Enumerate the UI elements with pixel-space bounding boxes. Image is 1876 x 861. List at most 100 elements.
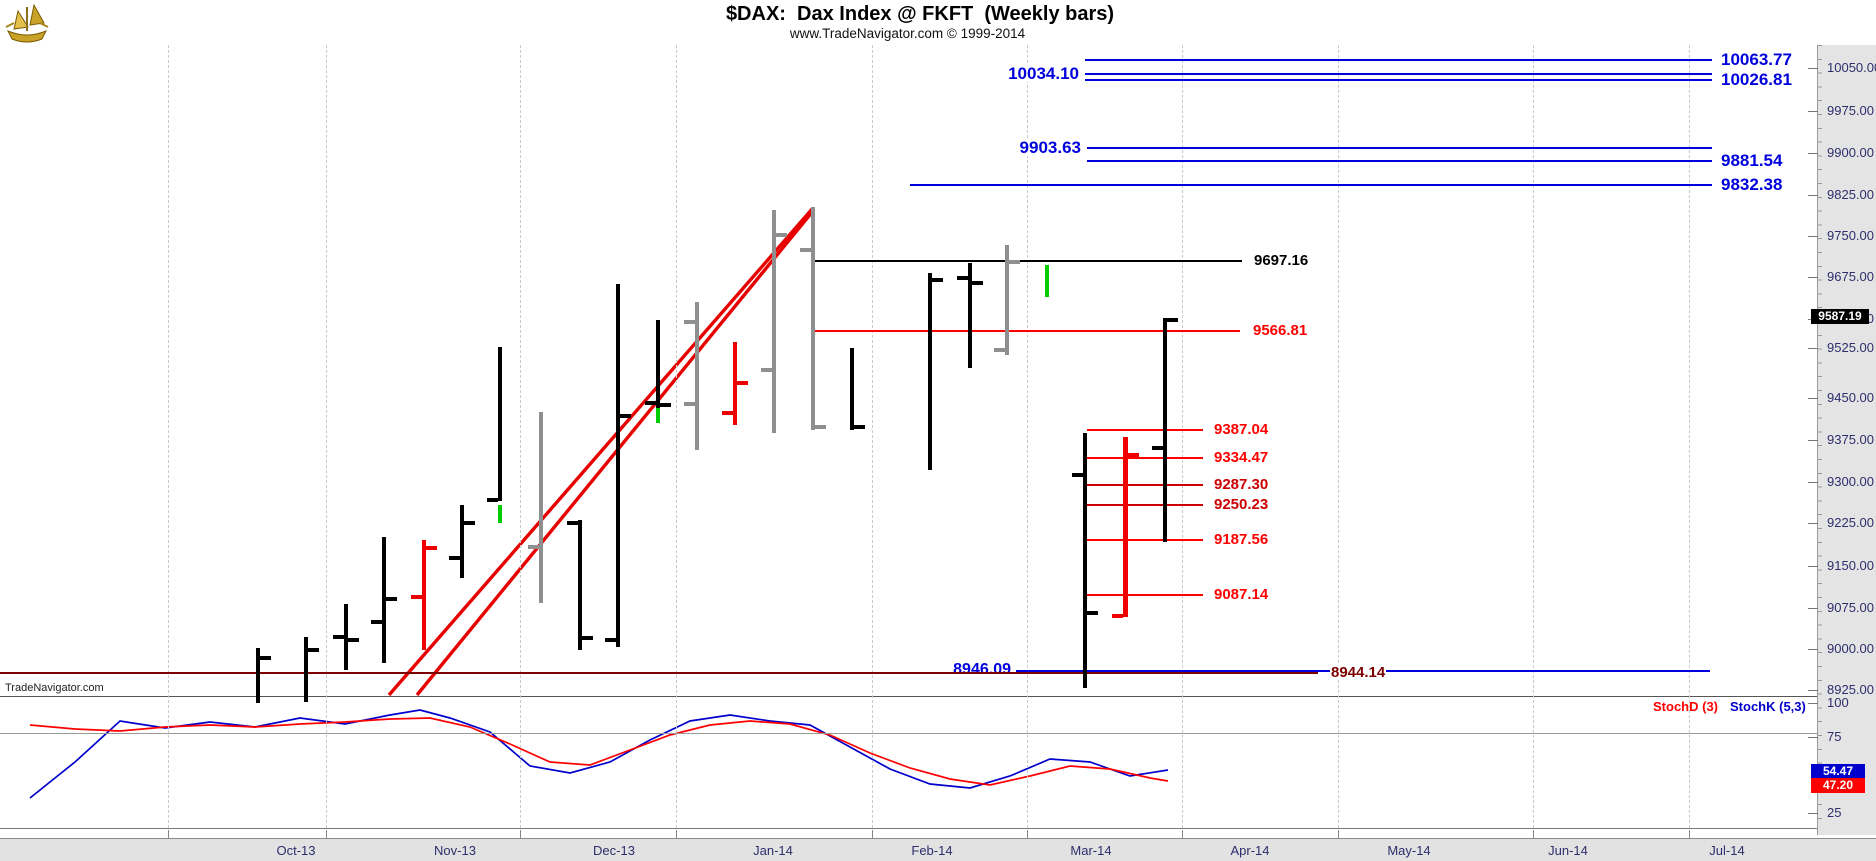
price-level-line: [1087, 484, 1203, 486]
date-axis-label: Mar-14: [1070, 843, 1112, 858]
date-axis-tick: [1182, 830, 1183, 838]
price-axis-label: 9975.00: [1827, 103, 1874, 118]
bar-open-tick: [411, 595, 422, 599]
date-axis-label: Jun-14: [1548, 843, 1588, 858]
bar-open-tick: [1072, 473, 1083, 477]
bar-close-tick: [1167, 318, 1178, 322]
stoch-value-badge: 54.47: [1811, 764, 1865, 779]
bar-close-tick: [582, 636, 593, 640]
bar-open-tick: [645, 401, 656, 405]
stoch-axis-label: 75: [1827, 729, 1842, 744]
price-bar: [811, 207, 815, 430]
stoch-level-75-line: [0, 733, 1817, 734]
price-axis-tick: [1808, 68, 1818, 69]
date-axis-label: Oct-13: [276, 843, 316, 858]
price-axis-label: 9750.00: [1827, 228, 1874, 243]
bar-open-tick: [684, 402, 695, 406]
price-bar: [1163, 318, 1167, 542]
price-bar: [733, 342, 737, 425]
price-axis-label: 9900.00: [1827, 145, 1874, 160]
stoch-k-line: [29, 709, 1169, 799]
price-axis-tick: [1808, 523, 1818, 524]
date-axis-tick: [872, 830, 873, 838]
price-bar: [616, 284, 620, 647]
price-bar: [498, 347, 502, 501]
date-axis-label: May-14: [1387, 843, 1431, 858]
price-level-line: [0, 672, 1318, 674]
price-level-line: [1087, 429, 1203, 431]
price-bar: [1045, 265, 1049, 297]
month-gridline: [1182, 45, 1183, 828]
date-axis-tick: [1533, 830, 1534, 838]
date-axis-label: Dec-13: [593, 843, 635, 858]
price-axis-label: 9450.00: [1827, 390, 1874, 405]
price-axis-tick: [1808, 277, 1818, 278]
price-bar: [578, 520, 582, 650]
bar-open-tick: [957, 276, 968, 280]
price-level-line: [910, 184, 1712, 186]
price-level-label: 10063.77: [1720, 50, 1793, 69]
chart-title: $DAX: Dax Index @ FKFT (Weekly bars): [725, 3, 1115, 25]
bar-close-tick: [815, 425, 826, 429]
bar-close-tick: [1009, 260, 1020, 264]
bar-open-tick: [528, 545, 539, 549]
red-trendline[interactable]: [415, 209, 815, 697]
price-axis-tick: [1808, 566, 1818, 567]
stoch-axis-label: 25: [1827, 805, 1842, 820]
price-level-line: [813, 260, 1242, 262]
bar-open-tick: [722, 411, 733, 415]
price-level-line: [1085, 79, 1712, 81]
price-bar: [422, 540, 426, 650]
price-axis-label: 9225.00: [1827, 515, 1874, 530]
date-axis-label: Feb-14: [911, 843, 953, 858]
bar-close-tick: [464, 521, 475, 525]
price-level-line: [1087, 147, 1712, 149]
price-level-label: 9566.81: [1252, 322, 1309, 339]
bar-open-tick: [449, 556, 460, 560]
price-level-line: [1087, 160, 1712, 162]
date-axis-label: Apr-14: [1230, 843, 1270, 858]
bar-open-tick: [1112, 614, 1123, 618]
price-bar: [968, 263, 972, 368]
date-axis-tick: [1338, 830, 1339, 838]
price-bar: [304, 637, 308, 702]
price-level-line: [1087, 457, 1203, 459]
month-gridline: [872, 45, 873, 828]
price-bar: [498, 505, 502, 523]
bar-close-tick: [386, 597, 397, 601]
bar-close-tick: [348, 638, 359, 642]
price-chart-pane[interactable]: [0, 45, 1817, 697]
bar-open-tick: [761, 368, 772, 372]
red-trendline[interactable]: [387, 206, 815, 697]
price-axis-tick: [1808, 440, 1818, 441]
price-axis-tick: [1808, 649, 1818, 650]
stochastic-indicator-pane[interactable]: [0, 696, 1817, 829]
price-level-label: 9387.04: [1213, 421, 1270, 438]
price-level-line: [1085, 73, 1712, 75]
date-axis-label: Jan-14: [753, 843, 793, 858]
date-axis-tick: [676, 830, 677, 838]
bar-close-tick: [737, 381, 748, 385]
stoch-axis-tick: [1808, 813, 1818, 814]
bar-open-tick: [567, 521, 578, 525]
bar-close-tick: [972, 281, 983, 285]
price-level-label: 10034.10: [970, 65, 1080, 82]
price-level-label: 9881.54: [1720, 151, 1784, 170]
price-bar: [460, 505, 464, 578]
chart-subtitle: www.TradeNavigator.com © 1999-2014: [789, 26, 1026, 41]
price-level-line: [1085, 59, 1712, 61]
bar-close-tick: [660, 403, 671, 407]
bar-close-tick: [932, 278, 943, 282]
date-axis-tick: [168, 830, 169, 838]
month-gridline: [1689, 45, 1690, 828]
bar-close-tick: [260, 656, 271, 660]
price-bar: [850, 348, 854, 430]
price-level-label: 9697.16: [1253, 252, 1310, 269]
bar-open-tick: [487, 498, 498, 502]
price-level-label: 9087.14: [1213, 586, 1270, 603]
price-axis-label: 9375.00: [1827, 432, 1874, 447]
trade-navigator-logo-icon: [4, 1, 50, 43]
bar-open-tick: [605, 638, 616, 642]
date-axis[interactable]: [0, 838, 1876, 861]
